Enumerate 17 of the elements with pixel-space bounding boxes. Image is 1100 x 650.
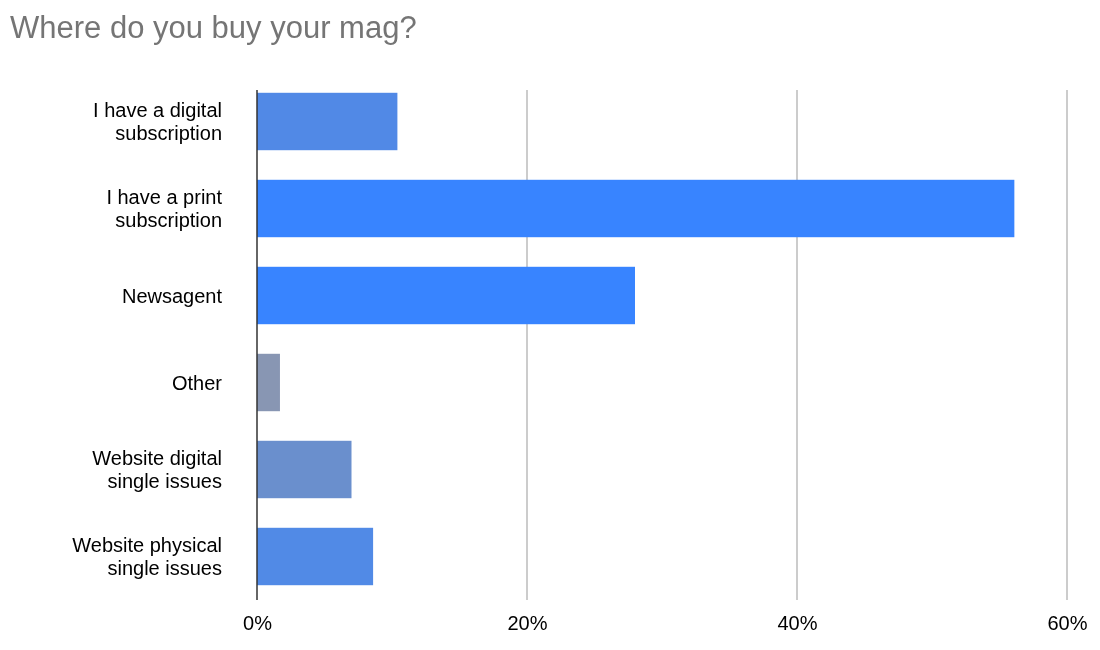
x-tick-label: 20%: [507, 612, 548, 635]
bar: [257, 179, 1015, 238]
y-tick-label: Website physical single issues: [72, 534, 222, 579]
x-tick-label: 60%: [1047, 612, 1088, 635]
y-tick-label: Website digital single issues: [92, 447, 222, 492]
bar: [257, 266, 635, 325]
bar: [257, 92, 398, 151]
x-tick-label: 0%: [243, 612, 273, 635]
y-tick-label: Other: [171, 371, 223, 394]
bar: [257, 440, 352, 499]
x-tick-label: 40%: [777, 612, 818, 635]
bar: [257, 527, 374, 586]
y-tick-label: I have a digital subscription: [93, 99, 222, 144]
chart-title: Where do you buy your mag?: [10, 10, 417, 45]
y-tick-label: I have a print subscription: [106, 186, 223, 231]
y-tick-label: Newsagent: [121, 284, 223, 307]
bar: [257, 353, 280, 412]
